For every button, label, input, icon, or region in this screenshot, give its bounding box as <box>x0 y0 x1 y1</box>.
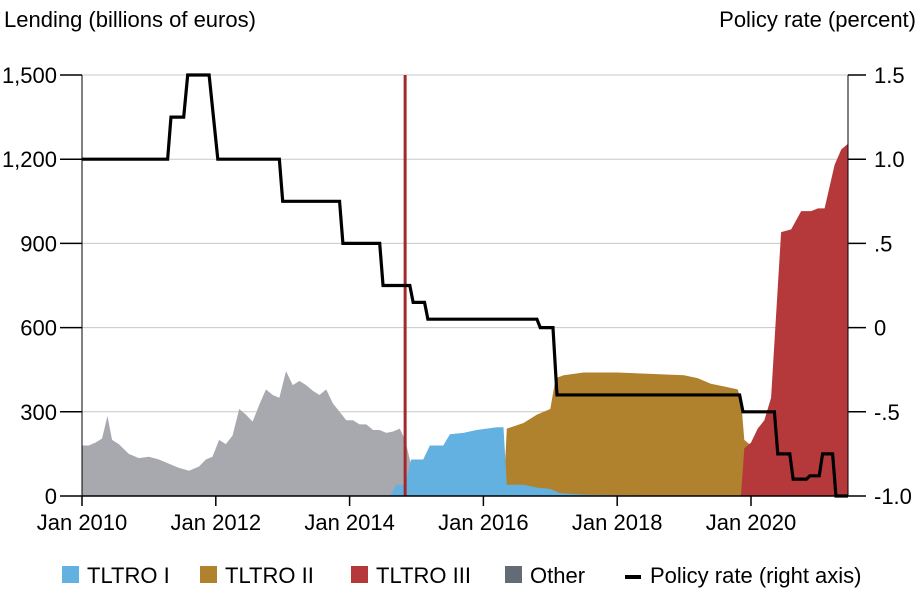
x-tick-label: Jan 2018 <box>572 510 663 535</box>
y-left-tick-label: 1,500 <box>2 63 57 88</box>
policy-rate-line <box>82 73 848 498</box>
legend-swatch-other <box>505 566 522 583</box>
y-right-tick-label: -.5 <box>874 400 900 425</box>
y-right-tick-label: 1.0 <box>874 147 905 172</box>
legend-label-tltro2: TLTRO II <box>225 563 314 588</box>
y-right-tick-label: 1.5 <box>874 63 905 88</box>
legend-swatch-tltro2 <box>200 566 217 583</box>
x-tick-label: Jan 2012 <box>171 510 262 535</box>
legend-swatch-tltro1 <box>62 566 79 583</box>
y-left-tick-label: 900 <box>20 231 57 256</box>
y-right-tick-label: -1.0 <box>874 484 912 509</box>
y-left-tick-label: 300 <box>20 400 57 425</box>
x-tick-label: Jan 2010 <box>37 510 128 535</box>
y-left-tick-label: 600 <box>20 316 57 341</box>
y-right-tick-label: .5 <box>874 231 892 256</box>
gridlines <box>82 74 848 413</box>
y-left-tick-label: 0 <box>45 484 57 509</box>
left-axis-title: Lending (billions of euros) <box>4 7 256 32</box>
axes-layer: 0 300 600 900 1,200 1,500 -1.0 -.5 0 .5 1.0 1.5 Jan … <box>2 63 912 535</box>
x-tick-label: Jan 2016 <box>438 510 529 535</box>
y-right-tick-label: 0 <box>874 316 886 341</box>
x-tick-label: Jan 2020 <box>706 510 797 535</box>
area-tltro3 <box>82 143 848 496</box>
y-left-tick-label: 1,200 <box>2 147 57 172</box>
legend: TLTRO I TLTRO II TLTRO III Other Policy rate… <box>62 563 862 588</box>
x-tick-label: Jan 2014 <box>304 510 395 535</box>
legend-swatch-tltro3 <box>351 566 368 583</box>
series-layer <box>82 73 848 498</box>
legend-label-other: Other <box>530 563 585 588</box>
area-tltro2 <box>82 372 848 496</box>
right-axis-title: Policy rate (percent) <box>719 7 916 32</box>
legend-label-tltro1: TLTRO I <box>87 563 170 588</box>
area-other <box>82 371 848 496</box>
legend-label-policy: Policy rate (right axis) <box>650 563 862 588</box>
area-tltro1 <box>82 427 848 496</box>
legend-label-tltro3: TLTRO III <box>376 563 471 588</box>
